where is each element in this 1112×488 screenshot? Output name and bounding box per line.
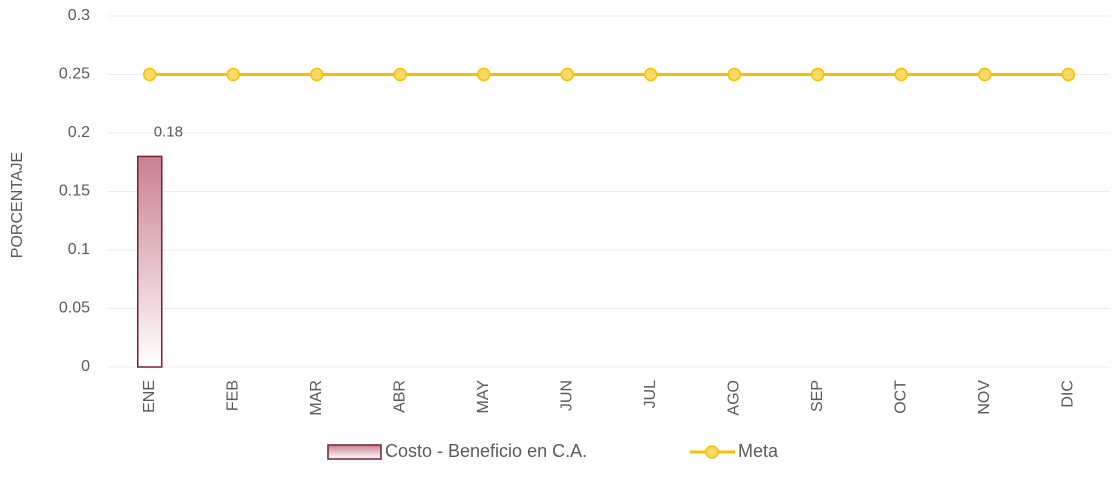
line-marker [393,67,407,82]
x-tick-label: AGO [725,380,742,416]
x-tick-label: NOV [976,380,993,415]
line-marker [1061,67,1075,82]
x-tick-label: ENE [141,380,158,413]
y-tick-label: 0 [81,358,90,375]
line-marker [226,67,240,82]
line-marker [727,67,741,82]
line-marker [978,67,992,82]
y-tick-label: 0.25 [59,66,90,83]
x-tick-label: SEP [809,380,826,412]
legend-label: Meta [738,441,779,461]
line-marker [477,67,491,82]
legend-label: Costo - Beneficio en C.A. [385,441,587,461]
line-marker [894,67,908,82]
x-tick-label: DIC [1059,380,1076,408]
bar [137,155,163,368]
x-tick-label: FEB [224,380,241,411]
x-tick-label: MAR [308,380,325,416]
y-tick-label: 0.2 [68,124,90,141]
line-marker [310,67,324,82]
legend-swatch [705,445,719,459]
x-tick-label: OCT [892,380,909,414]
y-tick-label: 0.15 [59,183,90,200]
x-tick-label: JUN [558,380,575,411]
y-tick-label: 0.1 [68,241,90,258]
line-marker [811,67,825,82]
line-marker [560,67,574,82]
x-tick-label: ABR [391,380,408,413]
x-tick-label: MAY [475,380,492,414]
y-tick-label: 0.05 [59,300,90,317]
x-tick-label: JUL [642,380,659,409]
y-tick-label: 0.3 [68,7,90,24]
legend-swatch [327,444,382,460]
line-marker [143,67,157,82]
line-marker [644,67,658,82]
y-axis-label: PORCENTAJE [9,152,26,258]
data-label: 0.18 [154,123,183,140]
